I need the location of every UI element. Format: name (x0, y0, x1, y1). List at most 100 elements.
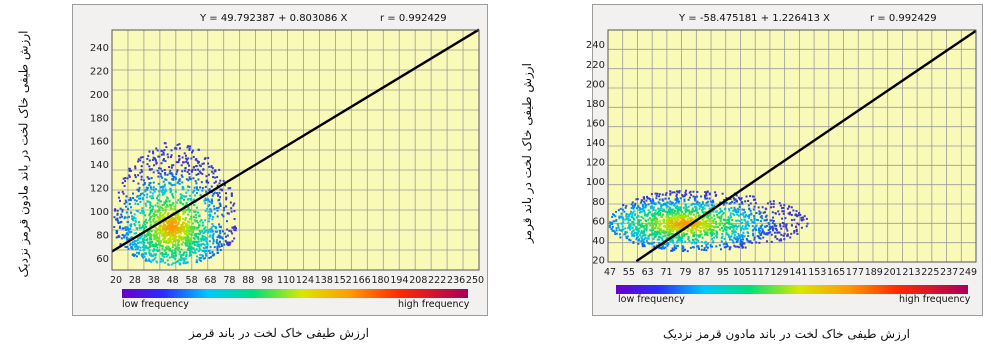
data-point (199, 171, 202, 174)
data-point (134, 174, 137, 177)
x-tick-label: 124 (296, 275, 314, 286)
data-point (206, 198, 209, 201)
data-point (701, 202, 704, 205)
data-point (172, 177, 175, 180)
data-point (700, 223, 703, 226)
data-point (674, 226, 677, 229)
data-point (763, 231, 766, 234)
data-point (189, 209, 192, 212)
data-point (149, 204, 152, 207)
data-point (623, 233, 626, 236)
data-point (174, 178, 177, 181)
data-point (731, 226, 734, 229)
data-point (648, 198, 651, 201)
data-point (218, 223, 221, 226)
data-point (700, 203, 703, 206)
data-point (683, 198, 686, 201)
data-point (158, 225, 161, 228)
data-point (170, 263, 173, 266)
data-point (149, 236, 152, 239)
data-point (226, 242, 229, 245)
x-tick-label: 68 (204, 275, 216, 286)
data-point (196, 245, 199, 248)
data-point (633, 218, 636, 221)
data-point (735, 194, 738, 197)
data-point (734, 245, 737, 248)
data-point (691, 207, 694, 210)
data-point (131, 215, 134, 218)
data-point (744, 246, 747, 249)
data-point (134, 253, 137, 256)
data-point (679, 239, 682, 242)
data-point (638, 209, 641, 212)
data-point (190, 169, 193, 172)
data-point (632, 221, 635, 224)
data-point (199, 231, 202, 234)
data-point (752, 234, 755, 237)
data-point (212, 239, 215, 242)
data-point (178, 253, 181, 256)
data-point (139, 194, 142, 197)
data-point (713, 214, 716, 217)
data-point (193, 243, 196, 246)
data-point (690, 241, 693, 244)
data-point (718, 228, 721, 231)
data-point (226, 220, 229, 223)
data-point (711, 199, 714, 202)
data-point (729, 246, 732, 249)
data-point (748, 216, 751, 219)
data-point (779, 225, 782, 228)
data-point (766, 233, 769, 236)
data-point (175, 216, 178, 219)
data-point (188, 221, 191, 224)
data-point (139, 237, 142, 240)
data-point (147, 234, 150, 237)
data-point (142, 211, 145, 214)
data-point (173, 249, 176, 252)
data-point (758, 241, 761, 244)
y-tick-label: 200 (90, 90, 109, 101)
data-point (723, 228, 726, 231)
data-point (137, 251, 140, 254)
data-point (649, 224, 652, 227)
data-point (115, 218, 118, 221)
data-point (135, 209, 138, 212)
data-point (223, 232, 226, 235)
data-point (211, 251, 214, 254)
data-point (171, 184, 174, 187)
data-point (114, 209, 117, 212)
data-point (170, 256, 173, 259)
data-point (650, 242, 653, 245)
data-point (655, 197, 658, 200)
data-point (721, 227, 724, 230)
data-point (683, 215, 686, 218)
data-point (218, 202, 221, 205)
data-point (673, 246, 676, 249)
data-point (703, 230, 706, 233)
data-point (662, 235, 665, 238)
data-point (158, 209, 161, 212)
data-point (727, 216, 730, 219)
data-point (140, 175, 143, 178)
data-point (190, 215, 193, 218)
data-point (633, 206, 636, 209)
data-point (752, 198, 755, 201)
data-point (196, 236, 199, 239)
x-tick-label: 166 (353, 275, 371, 286)
data-point (216, 209, 219, 212)
data-point (723, 219, 726, 222)
data-point (182, 217, 185, 220)
data-point (159, 206, 162, 209)
data-point (706, 224, 709, 227)
data-point (640, 230, 643, 233)
data-point (134, 245, 137, 248)
data-point (708, 214, 711, 217)
x-tick-label: 177 (846, 267, 864, 278)
data-point (121, 190, 124, 193)
data-point (714, 194, 717, 197)
data-point (634, 204, 637, 207)
data-point (738, 219, 741, 222)
data-point (700, 205, 703, 208)
data-point (118, 235, 121, 238)
data-point (141, 192, 144, 195)
